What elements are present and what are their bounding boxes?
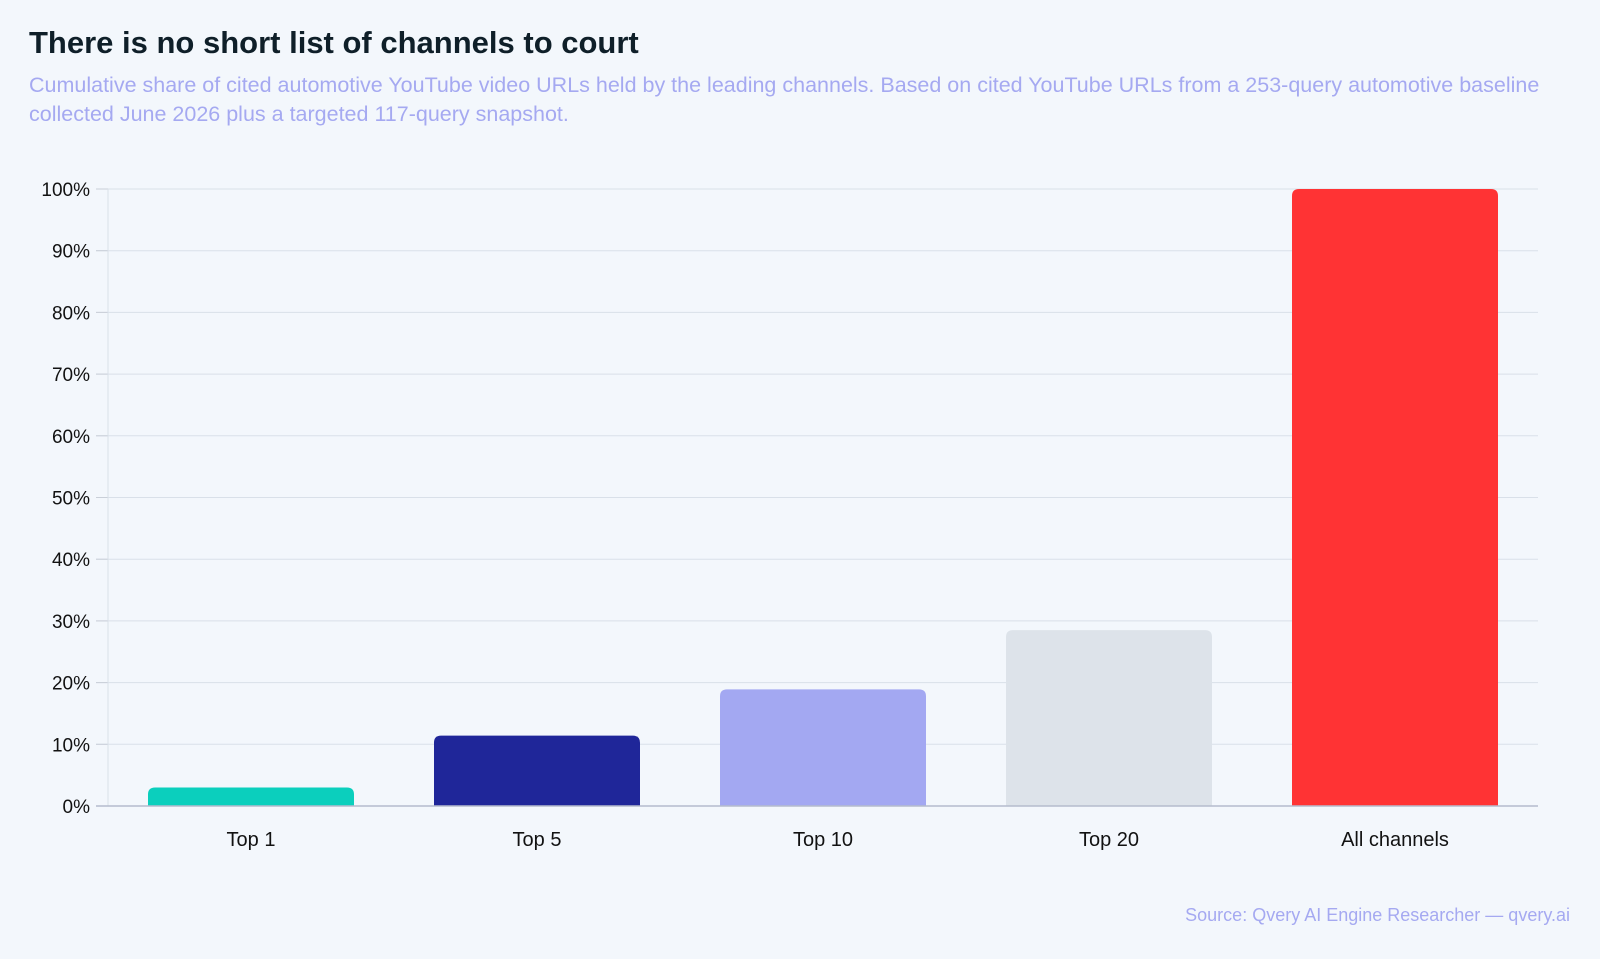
axes [96, 188, 1538, 807]
source-note: Source: Qvery AI Engine Researcher — qve… [1185, 905, 1570, 925]
bar-top-10 [720, 689, 926, 806]
x-tick-label-top-5: Top 5 [513, 829, 562, 851]
y-tick-label: 90% [52, 242, 90, 263]
bar-top-20 [1006, 630, 1212, 806]
y-tick-label: 60% [52, 427, 90, 448]
bar-all-channels [1292, 189, 1498, 806]
axis-labels: 0% 10% 20% 30% 40% 50% 60% 70% 80% 90% 100% Top 1 To… [41, 180, 1449, 851]
y-tick-label: 50% [52, 489, 90, 510]
x-tick-label-top-10: Top 10 [793, 829, 853, 851]
bar-top-1 [148, 787, 354, 806]
x-tick-label-top-20: Top 20 [1079, 829, 1139, 851]
chart-title: There is no short list of channels to co… [29, 25, 639, 60]
x-tick-label-all-channels: All channels [1341, 829, 1449, 851]
y-tick-label: 70% [52, 365, 90, 386]
x-tick-label-top-1: Top 1 [227, 829, 276, 851]
y-tick-label: 0% [63, 797, 91, 818]
y-tick-label: 20% [52, 674, 90, 695]
chart-subtitle: Cumulative share of cited automotive You… [29, 73, 1540, 126]
bar-top-5 [434, 735, 640, 806]
bar-chart: 0% 10% 20% 30% 40% 50% 60% 70% 80% 90% 100% Top 1 To… [41, 180, 1538, 851]
y-tick-label: 100% [41, 180, 90, 201]
bars [148, 189, 1498, 806]
y-tick-label: 30% [52, 612, 90, 633]
y-tick-label: 40% [52, 550, 90, 571]
y-tick-label: 80% [52, 303, 90, 324]
y-tick-label: 10% [52, 735, 90, 756]
